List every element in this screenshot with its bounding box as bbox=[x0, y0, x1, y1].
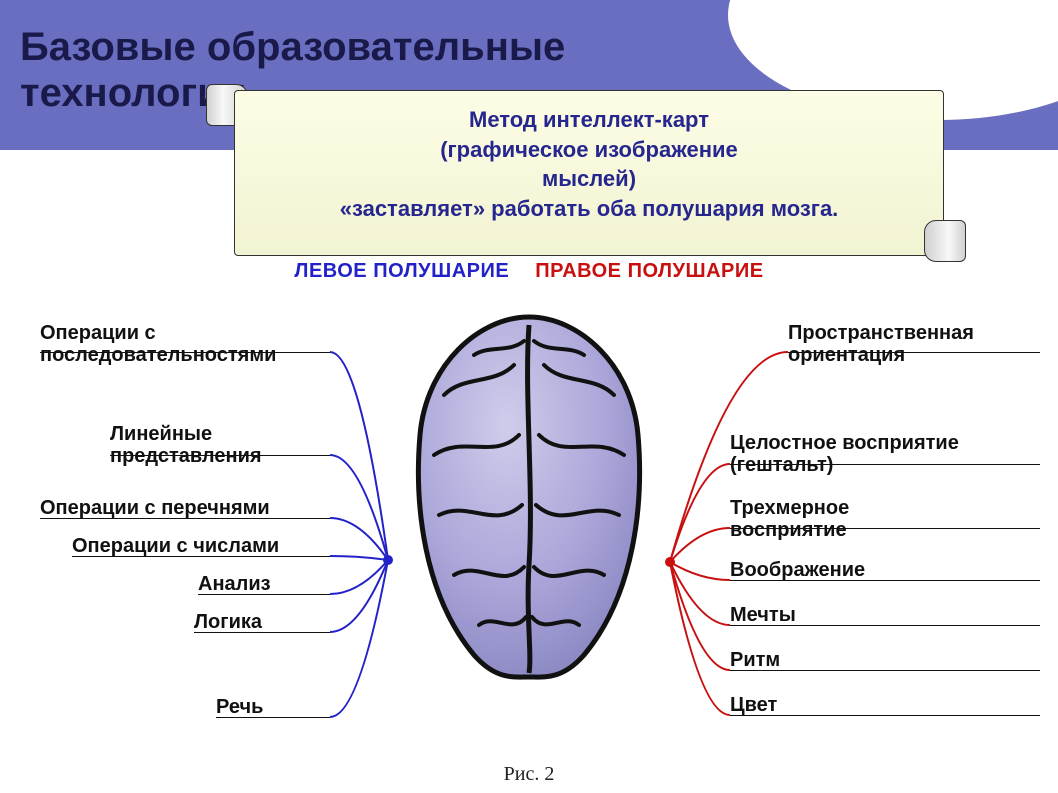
callout-line-2: (графическое изображение bbox=[253, 135, 925, 165]
figure-caption: Рис. 2 bbox=[504, 763, 555, 786]
right-function-label: Ритм bbox=[730, 649, 780, 671]
label-underline bbox=[730, 715, 1040, 716]
left-function-label: Линейныепредставления bbox=[110, 423, 262, 468]
label-underline bbox=[730, 528, 1040, 529]
brain-icon bbox=[384, 305, 674, 685]
label-underline bbox=[40, 352, 330, 353]
right-function-label: Цвет bbox=[730, 694, 777, 716]
label-underline bbox=[730, 625, 1040, 626]
label-underline bbox=[110, 455, 330, 456]
label-underline bbox=[730, 464, 1040, 465]
label-underline bbox=[730, 580, 1040, 581]
left-function-label: Речь bbox=[216, 696, 263, 718]
scroll-curl-right-icon bbox=[924, 220, 966, 262]
left-function-label: Операции с перечнями bbox=[40, 497, 270, 519]
brain-diagram: ЛЕВОЕ ПОЛУШАРИЕ ПРАВОЕ ПОЛУШАРИЕ bbox=[0, 260, 1058, 790]
label-underline bbox=[730, 670, 1040, 671]
right-function-label: Мечты bbox=[730, 604, 796, 626]
label-underline bbox=[788, 352, 1040, 353]
label-underline bbox=[40, 518, 330, 519]
right-function-label: Целостное восприятие(гештальт) bbox=[730, 432, 959, 477]
right-function-label: Пространственнаяориентация bbox=[788, 322, 974, 367]
right-hemisphere-label: ПРАВОЕ ПОЛУШАРИЕ bbox=[535, 260, 763, 283]
hemisphere-labels: ЛЕВОЕ ПОЛУШАРИЕ ПРАВОЕ ПОЛУШАРИЕ bbox=[0, 260, 1058, 283]
callout-line-4: «заставляет» работать оба полушария мозг… bbox=[253, 194, 925, 224]
label-underline bbox=[72, 556, 330, 557]
left-function-label: Анализ bbox=[198, 573, 271, 595]
callout-line-3: мыслей) bbox=[253, 164, 925, 194]
callout-body: Метод интеллект-карт (графическое изобра… bbox=[234, 90, 944, 256]
left-function-label: Операции споследовательностями bbox=[40, 322, 276, 367]
left-hemisphere-label: ЛЕВОЕ ПОЛУШАРИЕ bbox=[294, 260, 509, 283]
label-underline bbox=[198, 594, 330, 595]
left-function-label: Операции с числами bbox=[72, 535, 279, 557]
callout-line-1: Метод интеллект-карт bbox=[253, 105, 925, 135]
label-underline bbox=[216, 717, 330, 718]
left-function-label: Логика bbox=[194, 611, 262, 633]
callout-scroll: Метод интеллект-карт (графическое изобра… bbox=[200, 90, 960, 256]
right-function-label: Трехмерноевосприятие bbox=[730, 497, 849, 542]
right-function-label: Воображение bbox=[730, 559, 865, 581]
label-underline bbox=[194, 632, 330, 633]
